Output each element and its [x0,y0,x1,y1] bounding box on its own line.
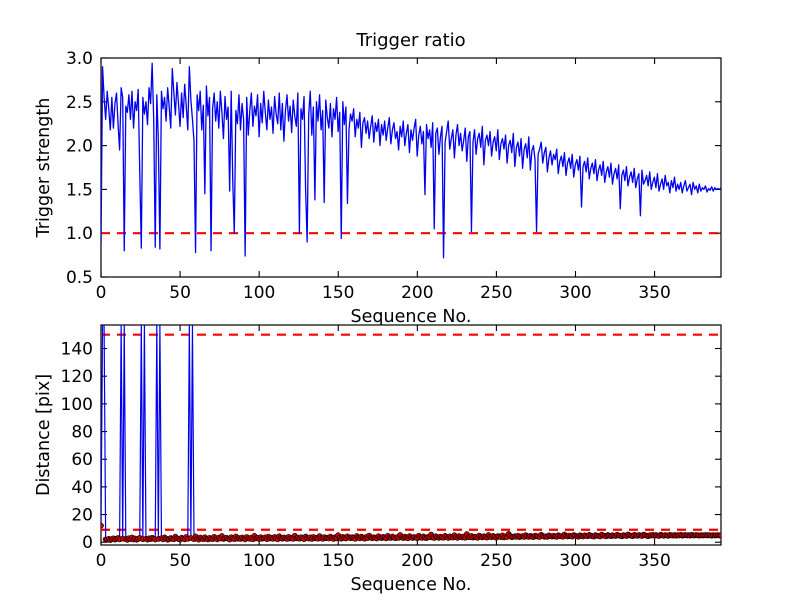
y-tick-label: 2.0 [66,137,93,157]
x-tick-label: 0 [96,551,107,571]
x-tick-label: 250 [480,551,512,571]
chart-title: Trigger ratio [355,30,465,51]
y-tick-label: 100 [61,395,93,415]
x-tick-label: 150 [322,283,354,303]
y-tick-label: 1.0 [66,224,93,244]
x-tick-label: 250 [480,283,512,303]
x-tick-label: 300 [559,283,591,303]
x-tick-label: 50 [169,551,191,571]
x-axis-label: Sequence No. [351,575,472,595]
x-tick-label: 350 [638,551,670,571]
data-marker-group [101,522,721,543]
x-tick-label: 200 [401,551,433,571]
y-axis-label: Distance [pix] [34,374,54,496]
y-tick-label: 140 [61,340,93,360]
x-tick-label: 300 [559,551,591,571]
x-tick-label: 50 [169,283,191,303]
x-tick-label: 0 [96,283,107,303]
y-tick-label: 20 [71,506,93,526]
y-tick-label: 60 [71,450,93,470]
y-tick-label: 2.5 [66,93,93,113]
y-tick-label: 120 [61,367,93,387]
x-tick-label: 150 [322,551,354,571]
x-tick-label: 350 [638,283,670,303]
y-tick-label: 80 [71,423,93,443]
y-tick-label: 3.0 [66,49,93,69]
x-axis-label: Sequence No. [351,307,472,327]
x-tick-label: 200 [401,283,433,303]
data-series-line [101,62,721,259]
y-tick-label: 0.5 [66,268,93,288]
data-marker [718,532,721,539]
chart-panel-trigger-ratio: 0 50 100 150 200 250 300 350 0.5 1.0 1.5 2.0 2.5 3.0 T… [34,30,722,327]
chart-panel-distance: 0 50 100 150 200 250 300 350 0 20 40 60 80 100 120 140 S… [34,324,722,595]
y-tick-label: 1.5 [66,180,93,200]
axes-frame-distance [100,324,722,546]
x-tick-label: 100 [243,551,275,571]
x-tick-label: 100 [243,283,275,303]
y-tick-label: 0 [82,533,93,553]
data-marker [101,522,104,529]
y-axis-label: Trigger strength [34,98,54,239]
y-tick-label: 40 [71,478,93,498]
